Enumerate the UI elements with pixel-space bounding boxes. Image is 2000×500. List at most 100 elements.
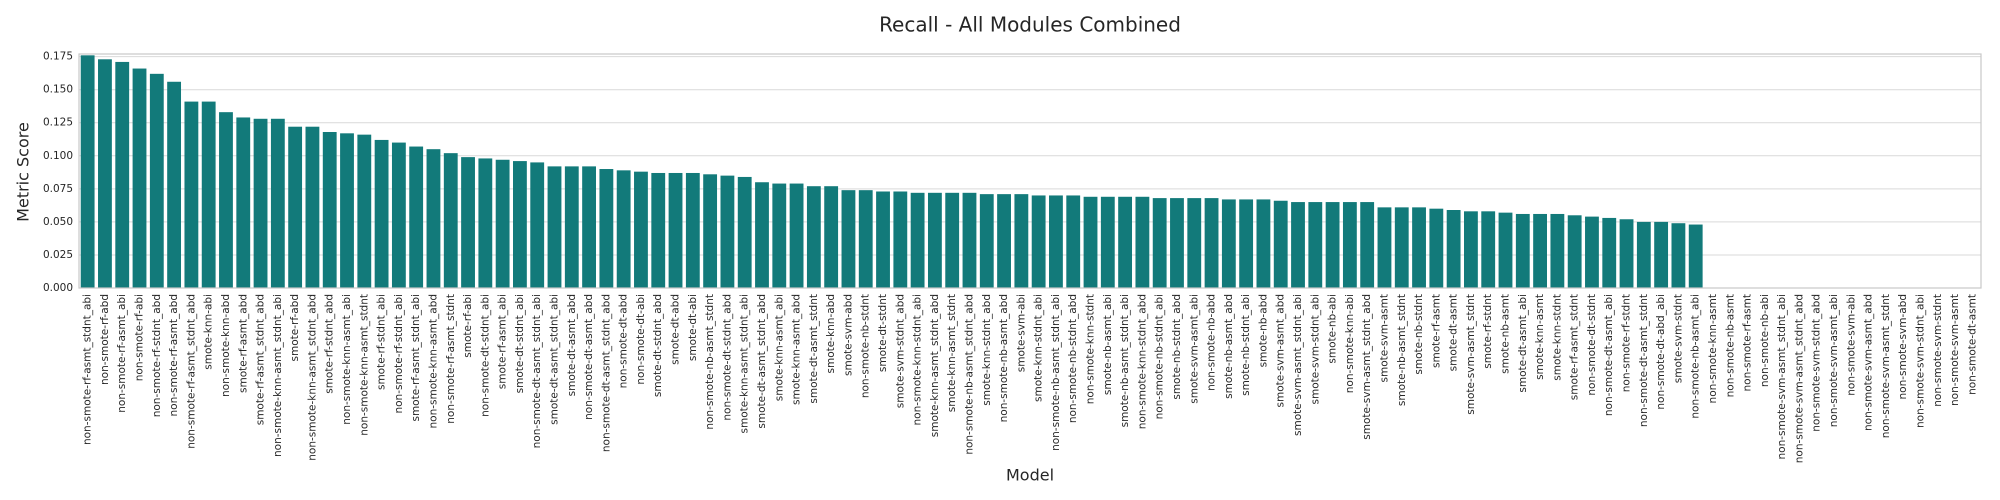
x-tick-label: non-smote-rf-asmt_abi <box>116 294 128 413</box>
x-tick-label: non-smote-dt-asmt <box>1966 294 1978 395</box>
x-tick-label: smote-dt-asmt_abd <box>566 294 578 396</box>
bar <box>1291 202 1305 288</box>
bar <box>547 166 562 288</box>
x-tick-label: smote-svm-stdnt <box>1672 294 1684 383</box>
x-tick-label: non-smote-rf-asmt_stdnt_abd <box>185 294 197 449</box>
x-tick-label: smote-svm-asmt_stdnt_abi <box>1292 294 1304 436</box>
x-tick-label: smote-knn-asmt_abi <box>773 294 785 401</box>
x-tick-label: smote-dt-stdnt <box>877 294 889 372</box>
y-tick-label: 0.100 <box>43 150 73 162</box>
plot-frame <box>78 53 1982 289</box>
bar <box>495 159 510 288</box>
x-tick-label: smote-dt-asmt_stdnt_abi <box>549 294 561 425</box>
x-tick-label: smote-knn-stdnt_abd <box>981 294 993 406</box>
bar <box>1221 199 1236 288</box>
bar <box>755 182 769 288</box>
bar <box>115 61 130 288</box>
x-tick-label: smote-knn-asmt <box>1534 294 1546 380</box>
x-tick-label: non-smote-dt-stdnt <box>1586 294 1598 396</box>
bar <box>1204 198 1219 288</box>
bar <box>1170 198 1184 288</box>
bar <box>357 134 372 288</box>
bar <box>1533 213 1547 288</box>
x-tick-label: smote-svm-asmt_stdnt <box>1465 294 1477 415</box>
x-tick-label: smote-dt-abi <box>687 294 699 361</box>
x-tick-label: non-smote-nb-abi <box>1759 294 1771 387</box>
bar <box>1446 210 1461 288</box>
bar <box>616 170 631 288</box>
bar <box>1464 211 1478 288</box>
x-tick-label: smote-knn-asmt_stdnt_abi <box>739 294 751 433</box>
bar <box>876 191 890 288</box>
bar <box>132 68 147 288</box>
bar <box>1014 194 1029 288</box>
bar <box>1049 195 1063 288</box>
x-tick-label: non-smote-rf-asmt <box>1742 294 1754 392</box>
x-tick-label: non-smote-dt-asmt_stdnt_abi <box>531 294 543 448</box>
x-tick-label: non-smote-nb-stdnt_abd <box>1067 294 1079 423</box>
bar <box>478 158 493 288</box>
x-tick-label: smote-svm-abi <box>1015 294 1027 372</box>
x-tick-label: non-smote-dt-asmt_stdnt_abd <box>600 294 612 452</box>
bar <box>1515 213 1530 288</box>
bar <box>1308 202 1323 288</box>
bar <box>80 55 95 288</box>
y-tick-label: 0.175 <box>43 51 73 63</box>
x-tick-label: non-smote-knn-asmt_stdnt_abd <box>306 294 318 461</box>
bar <box>979 194 994 288</box>
bar <box>1256 199 1271 288</box>
y-tick-label: 0.025 <box>43 249 73 261</box>
x-tick-label: smote-nb-stdnt_abd <box>1171 294 1183 400</box>
x-tick-label: non-smote-knn-asmt_abi <box>341 294 353 425</box>
x-tick-label: non-smote-svm-stdnt_abd <box>1811 294 1823 432</box>
y-tick-label: 0.075 <box>43 183 73 195</box>
x-tick-label: non-smote-dt-stdnt_abd <box>721 294 733 421</box>
bar <box>1585 216 1599 288</box>
x-tick-label: smote-rf-asmt_abd <box>237 294 249 393</box>
y-tick-label: 0.150 <box>43 84 73 96</box>
x-tick-label: non-smote-svm-abi <box>1845 294 1857 396</box>
bar <box>564 166 579 288</box>
bar <box>962 192 977 288</box>
y-axis-label: Metric Score <box>14 122 33 222</box>
x-tick-label: smote-svm-stdnt_abd <box>894 294 906 408</box>
x-tick-label: smote-rf-asmt_stdnt <box>1569 294 1581 400</box>
x-tick-label: non-smote-svm-asmt_stdnt_abd <box>1793 294 1805 463</box>
x-tick-label: non-smote-rf-asmt_stdnt <box>445 294 457 424</box>
x-tick-label: non-smote-rf-abi <box>134 294 146 381</box>
x-tick-label: smote-dt-stdnt_abd <box>652 294 664 397</box>
x-tick-label: smote-rf-abi <box>462 294 474 358</box>
x-tick-label: non-smote-svm-asmt_stdnt_abi <box>1776 294 1788 460</box>
x-tick-label: smote-rf-stdnt_abd <box>324 294 336 394</box>
bar <box>599 169 614 288</box>
bar <box>374 139 389 288</box>
x-tick-label: smote-dt-asmt_abi <box>1517 294 1529 393</box>
x-tick-label: smote-knn-stdnt <box>1551 294 1563 381</box>
x-tick-label: non-smote-nb-asmt_stdnt <box>704 294 716 430</box>
x-tick-label: non-smote-knn-asmt_abd <box>427 294 439 428</box>
bar <box>322 132 337 288</box>
x-tick-label: non-smote-rf-asmt_abd <box>168 294 180 417</box>
y-tick-label: 0.050 <box>43 216 73 228</box>
x-tick-label: smote-knn-abi <box>203 294 215 370</box>
bar <box>219 112 233 288</box>
x-tick-label: smote-rf-asmt <box>1430 294 1442 368</box>
x-tick-label: smote-rf-asmt_stdnt_abd <box>255 294 267 425</box>
bar <box>927 192 942 288</box>
bar <box>893 191 908 288</box>
x-tick-label: non-smote-rf-stdnt_abi <box>393 294 405 414</box>
bar <box>1429 208 1444 288</box>
bar <box>1498 212 1513 288</box>
x-tick-label: smote-knn-asmt_stdnt <box>946 294 958 412</box>
x-tick-label: smote-nb-asmt_abd <box>1223 294 1235 399</box>
x-tick-label: smote-rf-asmt_abi <box>497 294 509 389</box>
x-tick-label: smote-svm-asmt_abd <box>1275 294 1287 407</box>
x-tick-label: smote-nb-abd <box>1257 294 1269 367</box>
bar <box>305 126 320 289</box>
x-tick-label: non-smote-dt-asmt_abd <box>583 294 595 420</box>
bar <box>945 192 960 288</box>
bar <box>1066 195 1081 288</box>
bar <box>858 190 873 288</box>
bar <box>409 146 424 288</box>
